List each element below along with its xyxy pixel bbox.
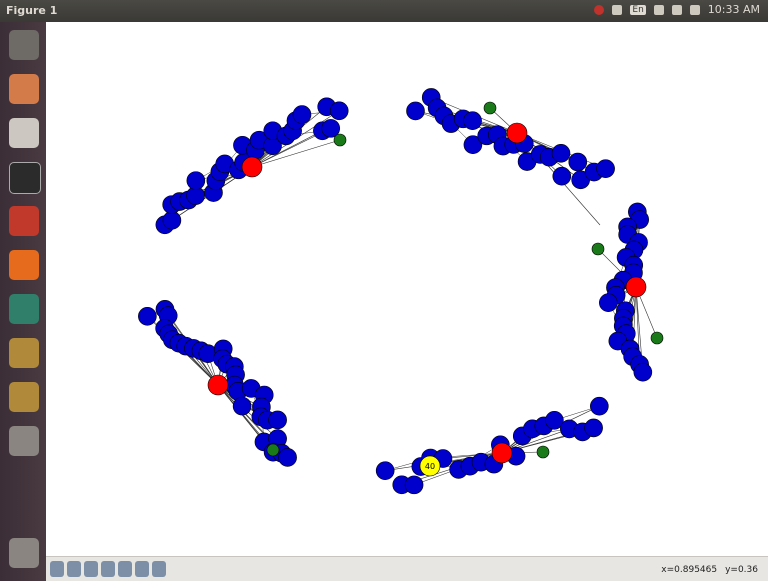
node	[569, 153, 587, 171]
coordinates: x=0.895465 y=0.36	[661, 565, 758, 575]
trash-icon[interactable]	[9, 538, 39, 568]
node	[552, 144, 570, 162]
node	[163, 211, 181, 229]
launcher-icon[interactable]	[9, 206, 39, 236]
zoom-button[interactable]	[118, 561, 132, 577]
toolbar-buttons	[50, 561, 166, 577]
node	[590, 397, 608, 415]
forward-button[interactable]	[84, 561, 98, 577]
launcher-icon[interactable]	[9, 250, 39, 280]
tray-icon[interactable]	[594, 5, 604, 15]
save-button[interactable]	[152, 561, 166, 577]
node	[553, 167, 571, 185]
node	[537, 446, 549, 458]
clock[interactable]: 10:33 AM	[708, 3, 760, 16]
pan-button[interactable]	[101, 561, 115, 577]
node	[187, 172, 205, 190]
screen: Figure 1 En 10:33 AM 40	[0, 0, 768, 581]
node	[138, 307, 156, 325]
node	[405, 476, 423, 494]
keyboard-indicator[interactable]: En	[630, 5, 645, 15]
tray-icon[interactable]	[612, 5, 622, 15]
node	[464, 112, 482, 130]
node	[592, 243, 604, 255]
back-button[interactable]	[67, 561, 81, 577]
node	[279, 448, 297, 466]
home-button[interactable]	[50, 561, 64, 577]
y-coordinate: y=0.36	[725, 565, 758, 575]
network-graph: 40	[46, 22, 768, 556]
launcher-icon[interactable]	[9, 338, 39, 368]
node	[330, 102, 348, 120]
node	[507, 123, 527, 143]
launcher-icon[interactable]	[9, 162, 41, 194]
tray-icon[interactable]	[690, 5, 700, 15]
figure-canvas: 40	[46, 22, 768, 556]
launcher-icon[interactable]	[9, 30, 39, 60]
launcher	[0, 22, 46, 581]
node	[293, 106, 311, 124]
node	[651, 332, 663, 344]
node	[242, 157, 262, 177]
node	[492, 443, 512, 463]
tray: En 10:33 AM	[594, 3, 760, 16]
tray-icon[interactable]	[654, 5, 664, 15]
x-coordinate: x=0.895465	[661, 565, 717, 575]
toolbar: x=0.895465 y=0.36	[46, 556, 768, 581]
node	[626, 277, 646, 297]
node	[407, 102, 425, 120]
launcher-icon[interactable]	[9, 118, 39, 148]
node	[634, 363, 652, 381]
top-panel: Figure 1 En 10:33 AM	[0, 0, 768, 22]
node	[233, 397, 251, 415]
node	[599, 294, 617, 312]
node	[585, 419, 603, 437]
configure-button[interactable]	[135, 561, 149, 577]
node	[267, 444, 279, 456]
launcher-icon[interactable]	[9, 382, 39, 412]
launcher-icon[interactable]	[9, 74, 39, 104]
node	[376, 462, 394, 480]
node	[484, 102, 496, 114]
node	[334, 134, 346, 146]
tray-icon[interactable]	[672, 5, 682, 15]
window-title: Figure 1	[6, 4, 57, 17]
node	[208, 375, 228, 395]
node-label: 40	[425, 462, 435, 471]
node	[597, 160, 615, 178]
launcher-icon[interactable]	[9, 294, 39, 324]
launcher-icon[interactable]	[9, 426, 39, 456]
node	[269, 411, 287, 429]
